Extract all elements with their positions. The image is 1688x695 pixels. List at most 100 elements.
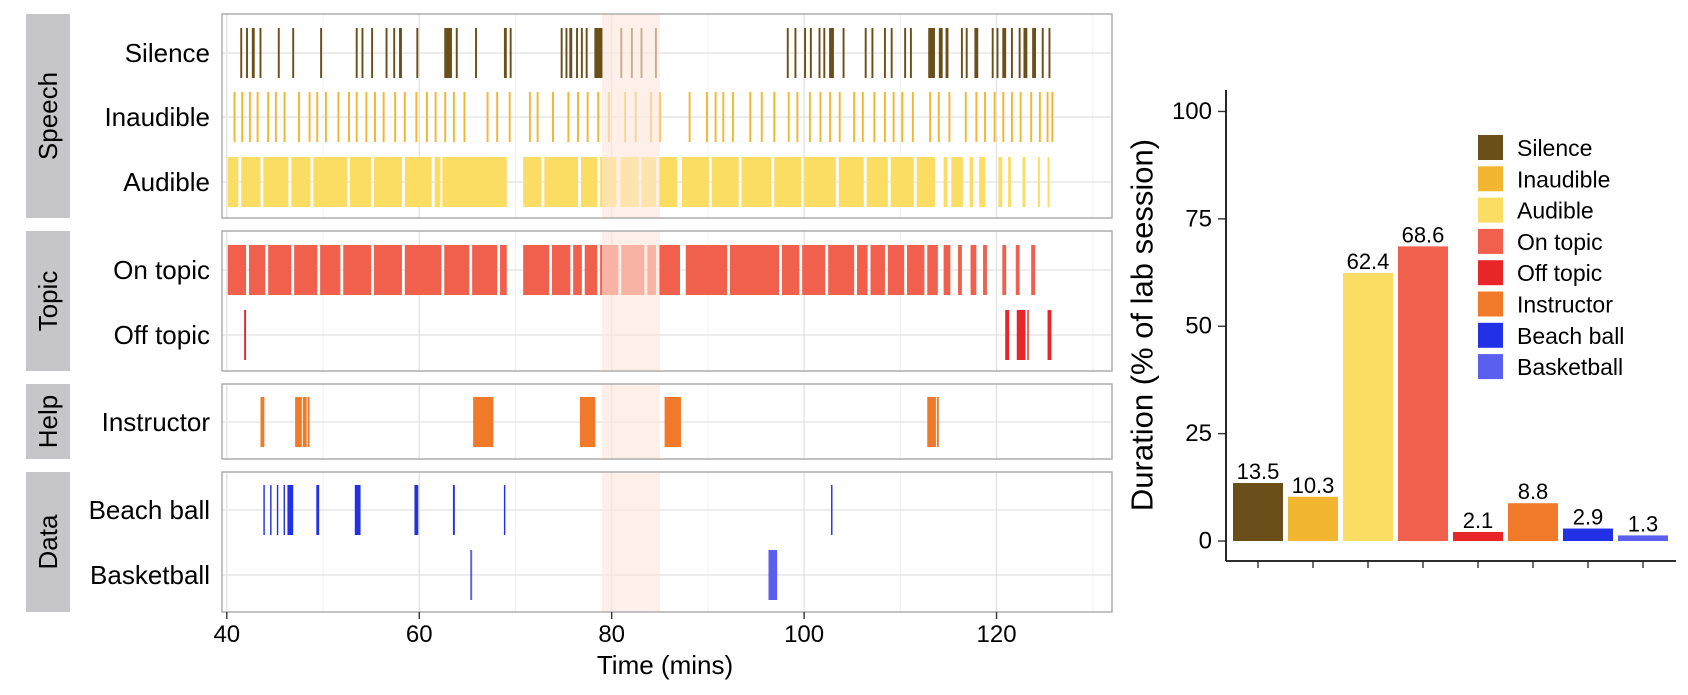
row-inaudible-segment	[749, 92, 752, 142]
legend-swatch-audible	[1478, 197, 1503, 223]
legend: Silence Inaudible Audible On topic Off topic…	[1478, 135, 1624, 380]
legend-item-off-topic: Off topic	[1478, 260, 1602, 286]
legend-item-basketball: Basketball	[1478, 354, 1623, 380]
row-beach-ball-segment	[503, 485, 506, 535]
legend-swatch-silence	[1478, 135, 1503, 160]
row-silence-segment	[1041, 28, 1044, 78]
row-silence-label: Silence	[125, 38, 210, 68]
row-on-topic-segment	[552, 245, 571, 295]
legend-swatch-on-topic	[1478, 228, 1503, 254]
row-audible-segment	[951, 157, 963, 207]
row-beach-ball-segment	[316, 485, 320, 535]
panel-data: Data Beach ball Basketball	[26, 471, 1113, 613]
row-inaudible-segment	[274, 92, 277, 142]
row-on-topic-segment	[294, 245, 318, 295]
row-on-topic-segment	[343, 245, 372, 295]
row-inaudible-segment	[1002, 92, 1005, 142]
row-off-topic-segment	[1016, 310, 1026, 360]
row-on-topic-segment	[828, 245, 855, 295]
row-on-topic-segment	[472, 245, 498, 295]
row-inaudible-segment	[873, 92, 876, 142]
row-beach-ball-segment	[263, 485, 265, 535]
row-inaudible-segment	[486, 92, 489, 142]
row-silence-segment	[945, 28, 949, 78]
row-audible-segment	[866, 157, 888, 207]
y-tick-label-25: 25	[1185, 420, 1212, 447]
row-on-topic-segment	[573, 245, 582, 295]
row-silence-segment	[576, 28, 578, 78]
row-inaudible-segment	[1010, 92, 1013, 142]
row-silence-segment	[320, 28, 323, 78]
x-tick-label-100: 100	[784, 621, 824, 648]
duration-bar-chart: 0 25 50 75 100 13.5 10.3 62.4 68.6 2.1 8.8 2.9 1.3 Du…	[1125, 90, 1676, 568]
row-audible-segment	[711, 157, 739, 207]
bar-basketball	[1618, 535, 1668, 541]
row-instructor-segment	[473, 397, 494, 447]
row-inaudible-segment	[892, 92, 895, 142]
row-on-topic-segment	[802, 245, 826, 295]
row-audible-segment	[681, 157, 709, 207]
row-inaudible-segment	[248, 92, 251, 142]
row-beach-ball-segment	[287, 485, 294, 535]
row-on-topic-segment	[781, 245, 800, 295]
panel-help-highlight-band	[602, 384, 660, 459]
panel-speech-strip	[26, 14, 70, 218]
row-silence-segment	[240, 28, 243, 78]
bar-basketball-value-label: 1.3	[1628, 511, 1659, 536]
row-inaudible-segment	[796, 92, 799, 142]
row-silence-segment	[393, 28, 396, 78]
row-on-topic-segment	[970, 245, 977, 295]
row-instructor-segment	[302, 397, 307, 447]
row-beach-ball-label: Beach ball	[89, 495, 210, 525]
row-silence-segment	[804, 28, 807, 78]
row-instructor-label: Instructor	[102, 407, 211, 437]
legend-label-off-topic: Off topic	[1517, 260, 1602, 286]
row-on-topic-segment	[1031, 245, 1036, 295]
row-inaudible-segment	[964, 92, 967, 142]
bar-off-topic	[1453, 531, 1503, 541]
row-audible-segment	[1022, 157, 1026, 207]
row-on-topic-segment	[320, 245, 341, 295]
row-on-topic-segment	[227, 245, 247, 295]
row-inaudible-segment	[597, 92, 600, 142]
row-inaudible-segment	[283, 92, 286, 142]
row-beach-ball-segment	[831, 485, 833, 535]
row-inaudible-segment	[1046, 92, 1049, 142]
legend-item-instructor: Instructor	[1478, 291, 1613, 318]
row-inaudible-segment	[403, 92, 406, 142]
row-on-topic-segment	[907, 245, 925, 295]
row-inaudible-segment	[760, 92, 763, 142]
row-inaudible-segment	[374, 92, 376, 142]
row-audible-segment	[434, 157, 441, 207]
row-inaudible-segment	[394, 92, 397, 142]
row-silence-segment	[842, 28, 845, 78]
row-silence-segment	[1032, 28, 1036, 78]
row-audible-segment	[943, 157, 948, 207]
x-tick-label-120: 120	[977, 621, 1017, 648]
legend-item-beach-ball: Beach ball	[1478, 322, 1624, 349]
row-silence-segment	[909, 28, 912, 78]
row-instructor-segment	[936, 397, 939, 447]
panel-speech-border	[221, 13, 1113, 219]
row-inaudible-segment	[773, 92, 776, 142]
bar-silence-value-label: 13.5	[1237, 459, 1280, 484]
row-inaudible-segment	[308, 92, 311, 142]
row-instructor-segment	[295, 397, 302, 447]
panel-topic: Topic On topic Off topic	[26, 230, 1113, 372]
row-on-topic-segment	[943, 245, 951, 295]
row-inaudible-segment	[586, 92, 589, 142]
row-inaudible-segment	[337, 92, 340, 142]
bar-audible-value-label: 62.4	[1347, 249, 1390, 274]
row-inaudible-segment	[415, 92, 418, 142]
row-inaudible-segment	[883, 92, 886, 142]
legend-label-instructor: Instructor	[1517, 292, 1613, 318]
row-silence-segment	[786, 28, 789, 78]
row-silence-segment	[594, 28, 604, 78]
row-inaudible-segment	[496, 92, 499, 142]
panel-speech-highlight-band	[602, 14, 660, 218]
row-audible-segment	[580, 157, 598, 207]
row-inaudible-segment	[463, 92, 466, 142]
bar-inaudible-value-label: 10.3	[1292, 473, 1335, 498]
row-off-topic-label: Off topic	[114, 320, 210, 350]
